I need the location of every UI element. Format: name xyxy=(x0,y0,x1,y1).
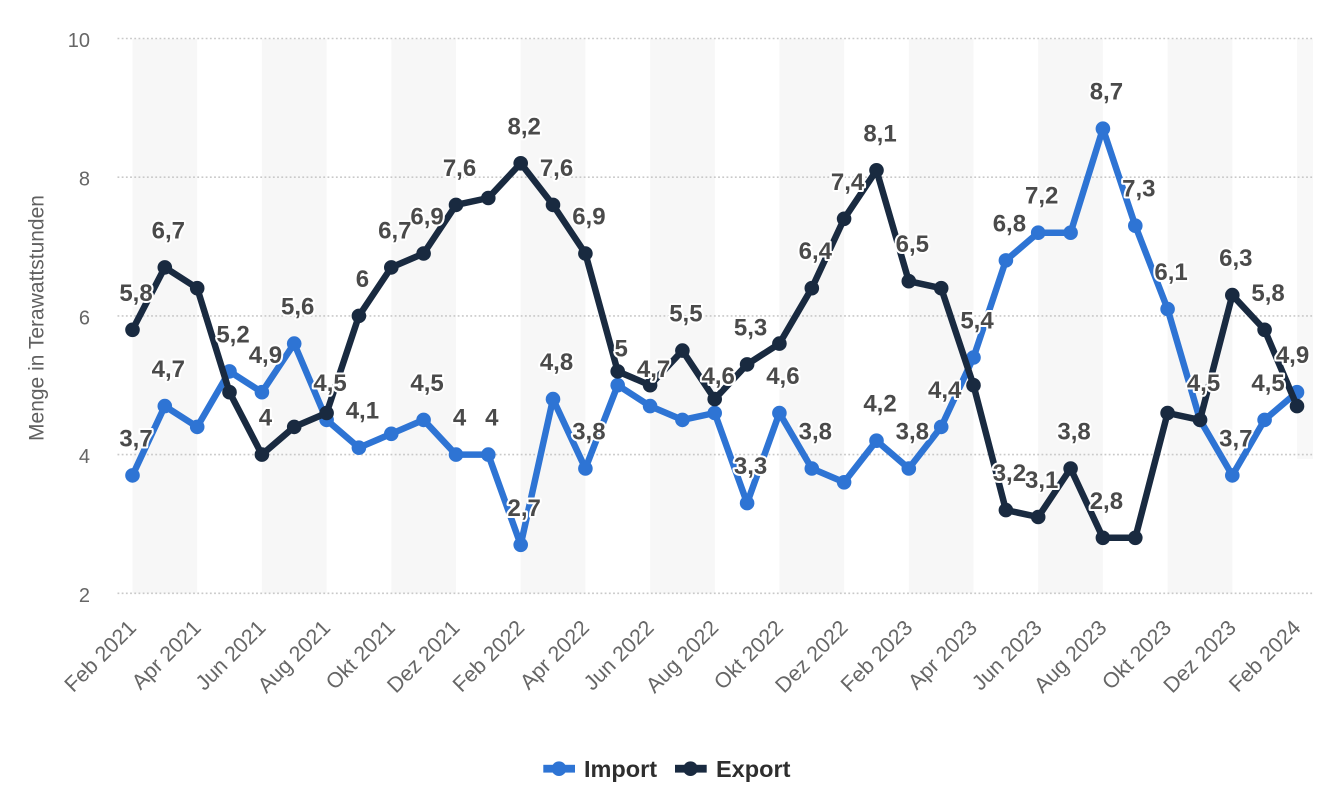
svg-text:3,8: 3,8 xyxy=(1057,419,1090,446)
svg-text:4,6: 4,6 xyxy=(702,363,735,390)
svg-text:8: 8 xyxy=(79,169,90,191)
svg-text:2,7: 2,7 xyxy=(508,495,541,522)
svg-text:5,4: 5,4 xyxy=(960,308,994,335)
svg-text:4,5: 4,5 xyxy=(1251,370,1284,397)
svg-text:10: 10 xyxy=(68,30,90,52)
svg-text:4,1: 4,1 xyxy=(346,398,379,425)
svg-text:3,7: 3,7 xyxy=(1219,425,1252,452)
svg-text:3,8: 3,8 xyxy=(799,419,832,446)
svg-text:8,1: 8,1 xyxy=(863,120,896,147)
svg-text:Import: Import xyxy=(584,756,657,782)
svg-text:4: 4 xyxy=(79,446,90,468)
svg-text:5,5: 5,5 xyxy=(669,301,702,328)
svg-text:3,8: 3,8 xyxy=(572,419,605,446)
svg-text:4,2: 4,2 xyxy=(863,391,896,418)
svg-text:4,5: 4,5 xyxy=(313,370,346,397)
svg-text:6,1: 6,1 xyxy=(1154,259,1187,286)
svg-text:3,2: 3,2 xyxy=(993,460,1026,487)
svg-text:4,8: 4,8 xyxy=(540,349,573,376)
svg-text:6,4: 6,4 xyxy=(799,238,833,265)
svg-text:4,7: 4,7 xyxy=(152,356,185,383)
svg-text:5,2: 5,2 xyxy=(216,321,249,348)
svg-text:7,6: 7,6 xyxy=(540,155,573,182)
svg-text:4,7: 4,7 xyxy=(637,356,670,383)
svg-text:5,8: 5,8 xyxy=(1251,280,1284,307)
svg-text:6,7: 6,7 xyxy=(378,217,411,244)
svg-text:2: 2 xyxy=(79,585,90,607)
svg-text:4: 4 xyxy=(453,405,467,432)
svg-text:3,8: 3,8 xyxy=(896,419,929,446)
svg-text:4,4: 4,4 xyxy=(928,377,962,404)
svg-text:5: 5 xyxy=(615,335,628,362)
svg-text:6,5: 6,5 xyxy=(896,231,929,258)
svg-text:3,3: 3,3 xyxy=(734,453,767,480)
svg-text:2,8: 2,8 xyxy=(1090,488,1123,515)
svg-text:4,9: 4,9 xyxy=(249,342,282,369)
svg-text:5,6: 5,6 xyxy=(281,294,314,321)
svg-text:8,2: 8,2 xyxy=(508,113,541,140)
svg-text:4: 4 xyxy=(485,405,499,432)
svg-text:7,6: 7,6 xyxy=(443,155,476,182)
svg-text:5,8: 5,8 xyxy=(119,280,152,307)
svg-text:6,3: 6,3 xyxy=(1219,245,1252,272)
svg-text:4,6: 4,6 xyxy=(766,363,799,390)
svg-text:7,4: 7,4 xyxy=(831,169,865,196)
svg-text:4,9: 4,9 xyxy=(1276,342,1309,369)
svg-text:Menge in Terawattstunden: Menge in Terawattstunden xyxy=(26,195,49,441)
svg-text:4: 4 xyxy=(259,405,273,432)
svg-text:6,9: 6,9 xyxy=(410,204,443,231)
svg-text:6,8: 6,8 xyxy=(993,210,1026,237)
svg-text:6,7: 6,7 xyxy=(152,217,185,244)
svg-text:5,3: 5,3 xyxy=(734,314,767,341)
svg-text:7,2: 7,2 xyxy=(1025,183,1058,210)
svg-text:8,7: 8,7 xyxy=(1090,79,1123,106)
svg-text:Export: Export xyxy=(716,756,791,782)
svg-text:4,5: 4,5 xyxy=(1187,370,1220,397)
svg-text:6: 6 xyxy=(79,307,90,329)
svg-text:3,7: 3,7 xyxy=(119,425,152,452)
svg-text:6,9: 6,9 xyxy=(572,204,605,231)
svg-text:3,1: 3,1 xyxy=(1025,467,1058,494)
svg-text:6: 6 xyxy=(356,266,369,293)
svg-text:7,3: 7,3 xyxy=(1122,176,1155,203)
svg-text:4,5: 4,5 xyxy=(410,370,443,397)
